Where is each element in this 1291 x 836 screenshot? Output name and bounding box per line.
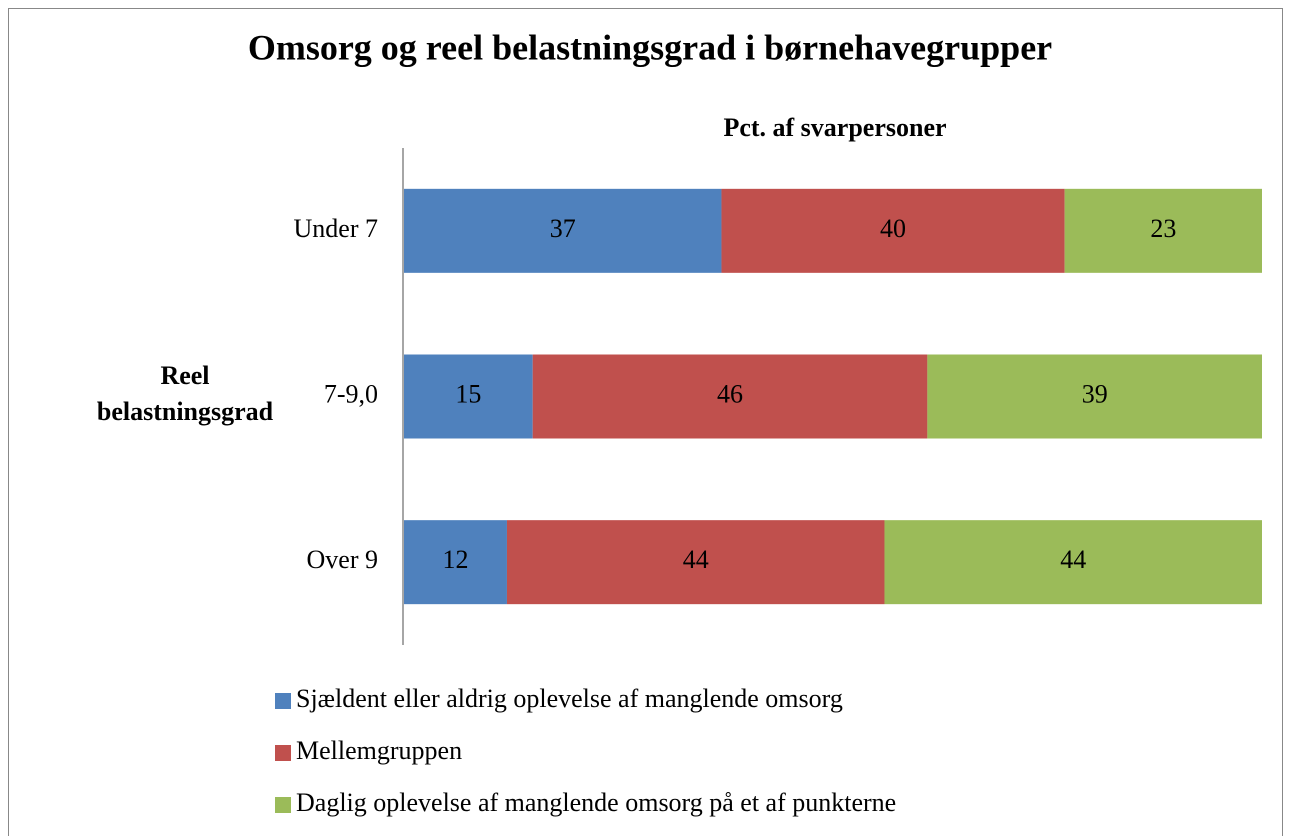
bar-segment: [884, 520, 1262, 605]
legend-swatch: [275, 745, 291, 761]
legend-swatch: [275, 693, 291, 709]
data-label: 15: [455, 379, 481, 408]
legend-label: Sjældent eller aldrig oplevelse af mangl…: [296, 684, 843, 713]
bar-segment: [404, 188, 722, 273]
bar-segment: [404, 520, 507, 605]
data-label: 39: [1082, 379, 1108, 408]
bar-segment: [404, 354, 533, 439]
data-label: 46: [717, 379, 743, 408]
data-label: 44: [1060, 545, 1086, 574]
y-tick-label: 7-9,0: [324, 379, 378, 408]
y-tick-label: Under 7: [294, 214, 378, 243]
bar-segment: [721, 188, 1065, 273]
bar-segment: [532, 354, 928, 439]
chart-title: Omsorg og reel belastningsgrad i børneha…: [248, 27, 1052, 67]
legend-label: Mellemgruppen: [296, 736, 462, 765]
chart-frame: [8, 8, 1283, 836]
legend-label: Daglig oplevelse af manglende omsorg på …: [296, 788, 896, 817]
bar-segment: [1064, 188, 1262, 273]
bar-segment: [506, 520, 885, 605]
bar-segment: [927, 354, 1262, 439]
data-label: 12: [442, 545, 468, 574]
y-tick-label: Over 9: [307, 545, 378, 574]
data-label: 40: [880, 214, 906, 243]
y-axis-label: Reel belastningsgrad: [96, 361, 274, 426]
chart-subtitle: Pct. af svarpersoner: [723, 113, 946, 142]
data-label: 37: [550, 214, 576, 243]
data-label: 23: [1150, 214, 1176, 243]
legend-swatch: [275, 797, 291, 813]
data-label: 44: [683, 545, 709, 574]
